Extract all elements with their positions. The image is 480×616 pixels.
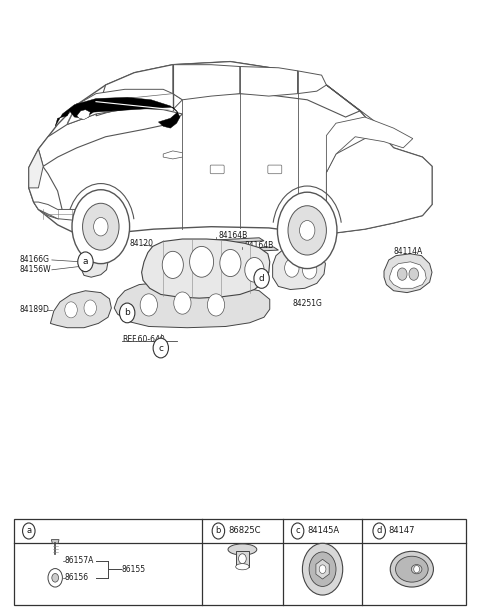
Polygon shape xyxy=(81,254,108,277)
Circle shape xyxy=(162,251,183,278)
Polygon shape xyxy=(55,97,180,128)
Circle shape xyxy=(52,573,59,582)
Circle shape xyxy=(78,252,93,272)
Text: d: d xyxy=(376,527,382,535)
Text: 84147: 84147 xyxy=(389,527,415,535)
Polygon shape xyxy=(142,239,270,298)
Text: 84189D: 84189D xyxy=(19,306,49,314)
Circle shape xyxy=(291,523,304,539)
Circle shape xyxy=(300,221,315,240)
Circle shape xyxy=(285,259,299,277)
Circle shape xyxy=(23,523,35,539)
Polygon shape xyxy=(96,62,360,117)
Circle shape xyxy=(94,217,108,236)
Polygon shape xyxy=(67,89,182,124)
Circle shape xyxy=(409,268,419,280)
Polygon shape xyxy=(29,149,43,188)
Text: 84120: 84120 xyxy=(130,239,154,248)
Polygon shape xyxy=(29,160,62,219)
Circle shape xyxy=(288,206,326,255)
Circle shape xyxy=(302,543,343,595)
Polygon shape xyxy=(50,291,111,328)
Ellipse shape xyxy=(236,564,249,570)
Text: 86825C: 86825C xyxy=(228,527,261,535)
Polygon shape xyxy=(77,110,90,120)
Text: 84164B: 84164B xyxy=(245,241,274,250)
Text: 84164B: 84164B xyxy=(218,231,248,240)
Text: 84114A: 84114A xyxy=(394,248,423,256)
Text: 86157A: 86157A xyxy=(65,556,94,565)
Ellipse shape xyxy=(396,556,428,582)
Bar xyxy=(14,519,466,605)
Circle shape xyxy=(212,523,225,539)
Ellipse shape xyxy=(228,544,257,555)
Circle shape xyxy=(319,565,326,573)
Polygon shape xyxy=(51,540,59,543)
Circle shape xyxy=(65,302,77,318)
Polygon shape xyxy=(273,246,325,290)
Circle shape xyxy=(84,300,96,316)
Polygon shape xyxy=(240,67,298,96)
Polygon shape xyxy=(298,71,326,94)
Polygon shape xyxy=(173,65,240,100)
Polygon shape xyxy=(114,282,270,328)
Polygon shape xyxy=(390,262,426,288)
Circle shape xyxy=(414,565,420,573)
Text: 84156W: 84156W xyxy=(19,265,51,274)
Circle shape xyxy=(120,303,135,323)
Text: 84145A: 84145A xyxy=(307,527,339,535)
Circle shape xyxy=(302,261,317,279)
Polygon shape xyxy=(384,254,432,293)
Text: a: a xyxy=(83,257,88,266)
Ellipse shape xyxy=(411,564,422,574)
Text: c: c xyxy=(295,527,300,535)
Polygon shape xyxy=(163,151,182,159)
Ellipse shape xyxy=(390,551,433,587)
Polygon shape xyxy=(316,559,329,579)
Circle shape xyxy=(239,554,246,564)
Text: c: c xyxy=(158,344,163,352)
Polygon shape xyxy=(29,62,432,235)
Circle shape xyxy=(153,338,168,358)
Circle shape xyxy=(254,269,269,288)
Circle shape xyxy=(277,192,337,269)
FancyBboxPatch shape xyxy=(236,551,249,567)
Text: 86156: 86156 xyxy=(65,573,89,582)
Circle shape xyxy=(309,552,336,586)
Circle shape xyxy=(220,249,241,277)
Polygon shape xyxy=(182,247,278,254)
Polygon shape xyxy=(34,202,96,221)
Text: 84251G: 84251G xyxy=(293,299,323,307)
Polygon shape xyxy=(173,238,264,245)
Text: REF.60-640: REF.60-640 xyxy=(122,335,165,344)
Circle shape xyxy=(245,257,264,282)
Circle shape xyxy=(72,190,130,264)
Text: a: a xyxy=(26,527,31,535)
Circle shape xyxy=(83,203,119,250)
Text: 84166G: 84166G xyxy=(19,256,49,264)
Text: b: b xyxy=(216,527,221,535)
Text: 86155: 86155 xyxy=(122,565,146,573)
Polygon shape xyxy=(38,108,182,166)
Text: b: b xyxy=(124,309,130,317)
Text: d: d xyxy=(259,274,264,283)
Polygon shape xyxy=(326,117,413,172)
Circle shape xyxy=(373,523,385,539)
Polygon shape xyxy=(326,85,432,234)
Circle shape xyxy=(397,268,407,280)
Circle shape xyxy=(174,292,191,314)
Circle shape xyxy=(190,246,214,277)
Circle shape xyxy=(48,569,62,587)
Circle shape xyxy=(207,294,225,316)
Circle shape xyxy=(140,294,157,316)
